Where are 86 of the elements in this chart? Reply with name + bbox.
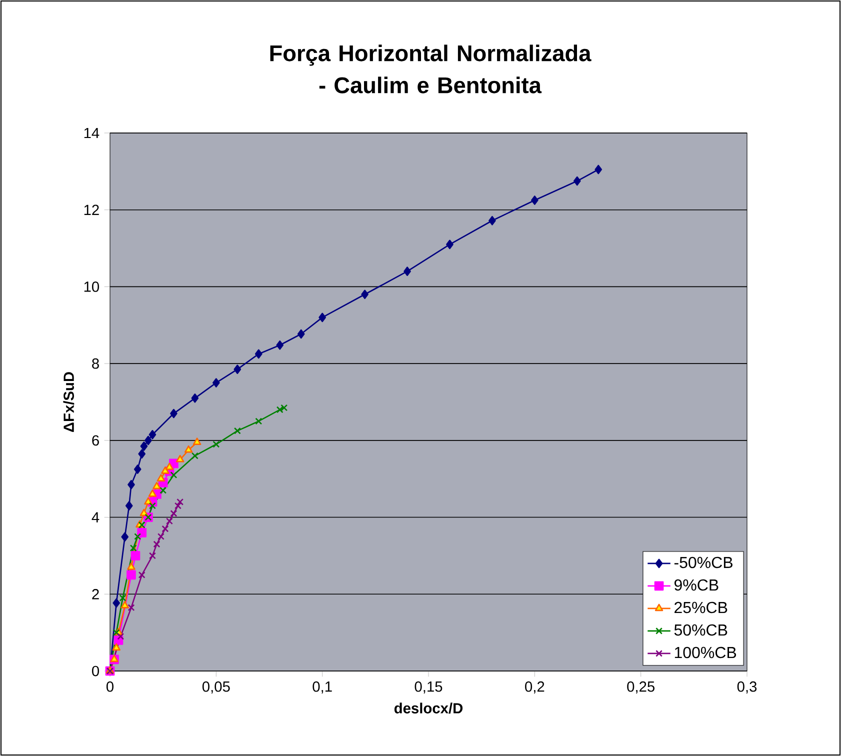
y-tick-label: 0 (92, 666, 100, 676)
point (165, 462, 174, 470)
y-tick-label: 10 (84, 282, 100, 292)
point (234, 427, 241, 434)
point (318, 312, 326, 322)
point (112, 629, 120, 636)
point (144, 497, 152, 505)
point (170, 510, 178, 517)
point (531, 196, 538, 205)
point (152, 482, 161, 490)
point (140, 442, 148, 451)
point (157, 532, 164, 540)
y-tick-label: 14 (84, 128, 100, 138)
point (130, 544, 137, 552)
point (144, 436, 152, 446)
point (594, 164, 602, 174)
point (254, 349, 262, 359)
x-tick-label: 0,25 (627, 681, 654, 694)
point (120, 600, 129, 608)
point (446, 240, 454, 250)
point (255, 418, 262, 425)
point (573, 176, 581, 186)
point (174, 502, 182, 510)
point (148, 490, 157, 497)
point (192, 438, 202, 446)
point (138, 571, 146, 578)
legend-label: 25%CB (674, 602, 728, 614)
x-tick-label: 0,15 (414, 681, 442, 694)
point (128, 480, 135, 490)
legend-label: 50%CB (674, 624, 728, 636)
x-tick-label: 0,3 (737, 681, 757, 694)
point (140, 508, 148, 516)
point (297, 329, 305, 339)
point (134, 532, 142, 540)
x-axis-title: deslocx/D (394, 702, 463, 714)
point (160, 486, 167, 494)
legend-label: -50%CB (674, 556, 732, 568)
point (234, 364, 242, 374)
point (276, 340, 284, 350)
y-tick-label: 12 (84, 204, 99, 215)
point (170, 472, 178, 479)
chart-title: Força Horizontal Normalizada - Caulim e Bentonita (270, 44, 592, 94)
legend-label: 100%CB (674, 646, 736, 658)
point (121, 532, 129, 542)
point (128, 604, 135, 612)
point (166, 518, 173, 525)
point (161, 466, 170, 474)
point (191, 452, 198, 460)
point (404, 266, 411, 276)
point (148, 430, 156, 440)
point (162, 525, 169, 532)
point (112, 643, 121, 651)
point (117, 632, 124, 640)
x-tick-label: 0,05 (202, 681, 230, 694)
point (361, 290, 368, 300)
y-tick-label: 6 (92, 435, 99, 446)
point (153, 540, 160, 548)
y-tick-label: 4 (92, 512, 100, 522)
point (170, 408, 178, 418)
point (212, 378, 220, 388)
point (134, 464, 142, 474)
point (112, 598, 120, 608)
x-tick-label: 0 (106, 681, 114, 692)
point (212, 440, 220, 448)
x-tick-label: 0,2 (525, 681, 544, 694)
point (176, 454, 184, 462)
point (126, 570, 136, 580)
y-tick-label: 2 (92, 589, 99, 600)
point (191, 393, 199, 403)
y-tick-label: 8 (92, 358, 99, 369)
point (137, 528, 147, 538)
point (130, 551, 140, 560)
legend-label: 9%CB (674, 579, 718, 591)
point (119, 594, 126, 602)
point (184, 445, 193, 453)
y-axis-title: ΔFx/SuD (63, 372, 74, 432)
x-tick-label: 0,1 (312, 681, 332, 694)
point (138, 449, 146, 459)
point (125, 501, 133, 510)
point (176, 498, 184, 506)
point (148, 552, 156, 560)
point (127, 562, 136, 570)
point (138, 521, 146, 528)
point (148, 502, 156, 510)
point (488, 216, 496, 226)
point (156, 474, 166, 482)
